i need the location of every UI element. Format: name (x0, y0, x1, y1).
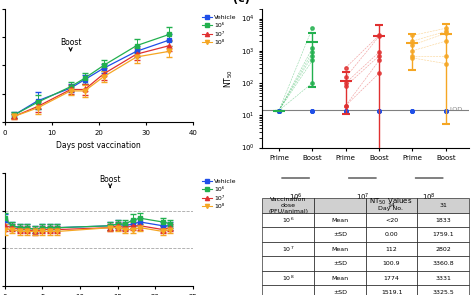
X-axis label: Days post vaccination: Days post vaccination (56, 141, 141, 150)
Point (442, 61, 450, 66)
Point (409, 43, 416, 47)
Point (275, 108, 283, 113)
Point (275, 108, 283, 113)
Text: LOD: LOD (449, 107, 462, 112)
Text: $10^8$: $10^8$ (422, 192, 436, 203)
Point (275, 108, 283, 113)
Point (309, 108, 316, 113)
Point (375, 50, 383, 55)
Point (309, 46, 316, 51)
Point (275, 108, 283, 113)
Point (309, 58, 316, 63)
Point (375, 108, 383, 113)
Point (409, 55, 416, 60)
Point (409, 108, 416, 113)
Point (409, 48, 416, 53)
Point (342, 108, 349, 113)
Text: $10^6$: $10^6$ (289, 192, 302, 203)
Point (409, 108, 416, 113)
Legend: Vehicle, 10⁶, 10⁷, 10⁸: Vehicle, 10⁶, 10⁷, 10⁸ (200, 12, 239, 48)
Text: Boost: Boost (100, 176, 121, 187)
Point (342, 84, 349, 88)
Point (409, 39, 416, 43)
Point (375, 108, 383, 113)
Point (442, 26, 450, 31)
Point (309, 26, 316, 31)
Point (275, 108, 283, 113)
Point (375, 34, 383, 39)
Point (375, 71, 383, 76)
Point (342, 65, 349, 70)
Point (309, 108, 316, 113)
Point (309, 53, 316, 58)
Point (442, 39, 450, 43)
Text: (c): (c) (233, 0, 250, 4)
Point (309, 108, 316, 113)
Point (342, 75, 349, 80)
Point (375, 108, 383, 113)
Point (309, 50, 316, 55)
Point (375, 53, 383, 58)
Point (342, 103, 349, 108)
Point (342, 108, 349, 113)
Point (442, 108, 450, 113)
Text: NT$_{50}$ Values: NT$_{50}$ Values (369, 196, 412, 207)
Point (342, 108, 349, 113)
Text: Day No.: Day No. (378, 206, 403, 211)
Point (275, 108, 283, 113)
Point (442, 53, 450, 58)
Point (442, 31, 450, 36)
Point (342, 81, 349, 85)
Point (442, 29, 450, 34)
Point (275, 108, 283, 113)
Point (375, 58, 383, 63)
Y-axis label: NT$_{50}$: NT$_{50}$ (223, 69, 235, 88)
Legend: Vehicle, 10⁶, 10⁷, 10⁸: Vehicle, 10⁶, 10⁷, 10⁸ (200, 176, 239, 212)
Text: $10^7$: $10^7$ (356, 192, 369, 203)
Point (275, 108, 283, 113)
Point (409, 33, 416, 38)
Point (309, 81, 316, 85)
Point (375, 108, 383, 113)
Point (409, 108, 416, 113)
Point (442, 108, 450, 113)
Point (342, 103, 349, 108)
Point (275, 108, 283, 113)
Text: Boost: Boost (60, 38, 82, 51)
Point (442, 108, 450, 113)
Point (309, 108, 316, 113)
Point (442, 108, 450, 113)
Point (375, 33, 383, 38)
Point (409, 53, 416, 58)
Point (342, 108, 349, 113)
Point (409, 108, 416, 113)
Point (275, 108, 283, 113)
